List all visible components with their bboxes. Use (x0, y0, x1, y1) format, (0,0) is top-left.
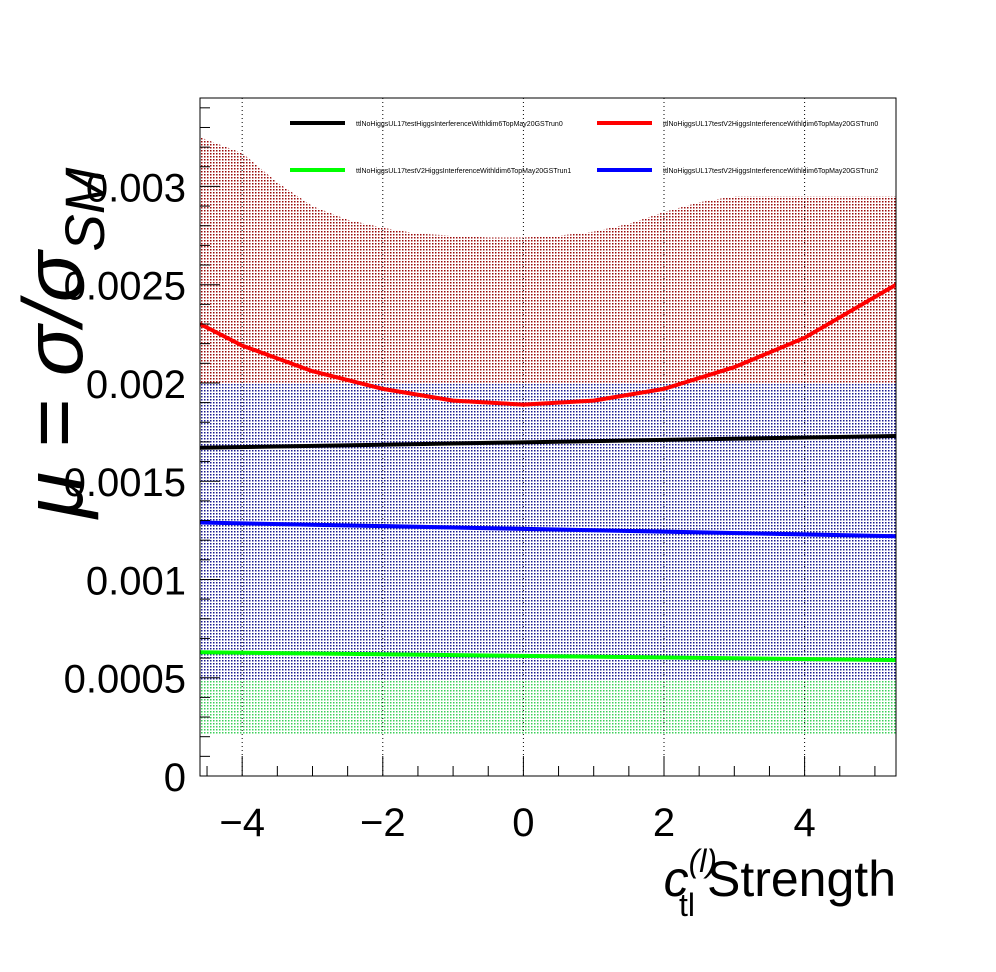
grid-lines (241, 98, 806, 776)
x-axis-ticks (206, 756, 876, 776)
band-series-3 (200, 679, 896, 735)
band-series-4 (200, 373, 896, 680)
y-tick-label: 0.0025 (64, 265, 186, 309)
y-tick-label: 0.002 (86, 363, 186, 407)
y-tick-label: 0.0015 (64, 461, 186, 505)
series-line-1 (200, 434, 896, 450)
x-tick-labels: −4 −2 0 2 4 (219, 801, 815, 845)
x-tick-label: 2 (653, 801, 675, 845)
y-tick-labels: 0 0.0005 0.001 0.0015 0.002 0.0025 0.003 (64, 166, 186, 800)
uncertainty-bands (200, 137, 896, 735)
x-axis-label-subscript: tl (679, 887, 695, 923)
y-axis-label-text: μ = σ/σ (6, 248, 100, 520)
legend-label-1: ttlNoHiggsUL17testHiggsInterferenceWithl… (356, 121, 563, 128)
y-tick-label: 0.0005 (64, 658, 186, 702)
x-tick-label: 0 (512, 801, 534, 845)
legend: ttlNoHiggsUL17testHiggsInterferenceWithl… (290, 121, 878, 175)
series-line-4 (200, 520, 896, 539)
y-tick-label: 0.001 (86, 559, 186, 603)
x-axis-label: c(l) tl Strength (664, 843, 896, 923)
y-axis-label: μ = σ/σSM (6, 167, 116, 520)
x-tick-label: −2 (360, 801, 406, 845)
x-axis-label-text: Strength (707, 851, 896, 907)
legend-label-4: ttlNoHiggsUL17testV2HiggsInterferenceWit… (663, 168, 878, 175)
y-tick-label: 0 (164, 756, 186, 800)
x-tick-label: 4 (793, 801, 815, 845)
legend-label-2: ttlNoHiggsUL17testV2HiggsInterferenceWit… (663, 121, 878, 128)
plot-frame (199, 97, 897, 777)
band-series-2 (200, 137, 896, 383)
series-line-3 (200, 650, 896, 663)
y-axis-label-subscript: SM (53, 167, 116, 251)
x-axis-label-superscript: (l) (689, 843, 717, 879)
series-lines (200, 282, 896, 663)
series-line-2 (200, 282, 896, 407)
x-axis-label-symbol: c (664, 851, 689, 907)
x-tick-label: −4 (219, 801, 265, 845)
y-axis-ticks (200, 107, 220, 777)
legend-label-3: ttlNoHiggsUL17testV2HiggsInterferenceWit… (356, 168, 571, 175)
y-tick-label: 0.003 (86, 166, 186, 210)
